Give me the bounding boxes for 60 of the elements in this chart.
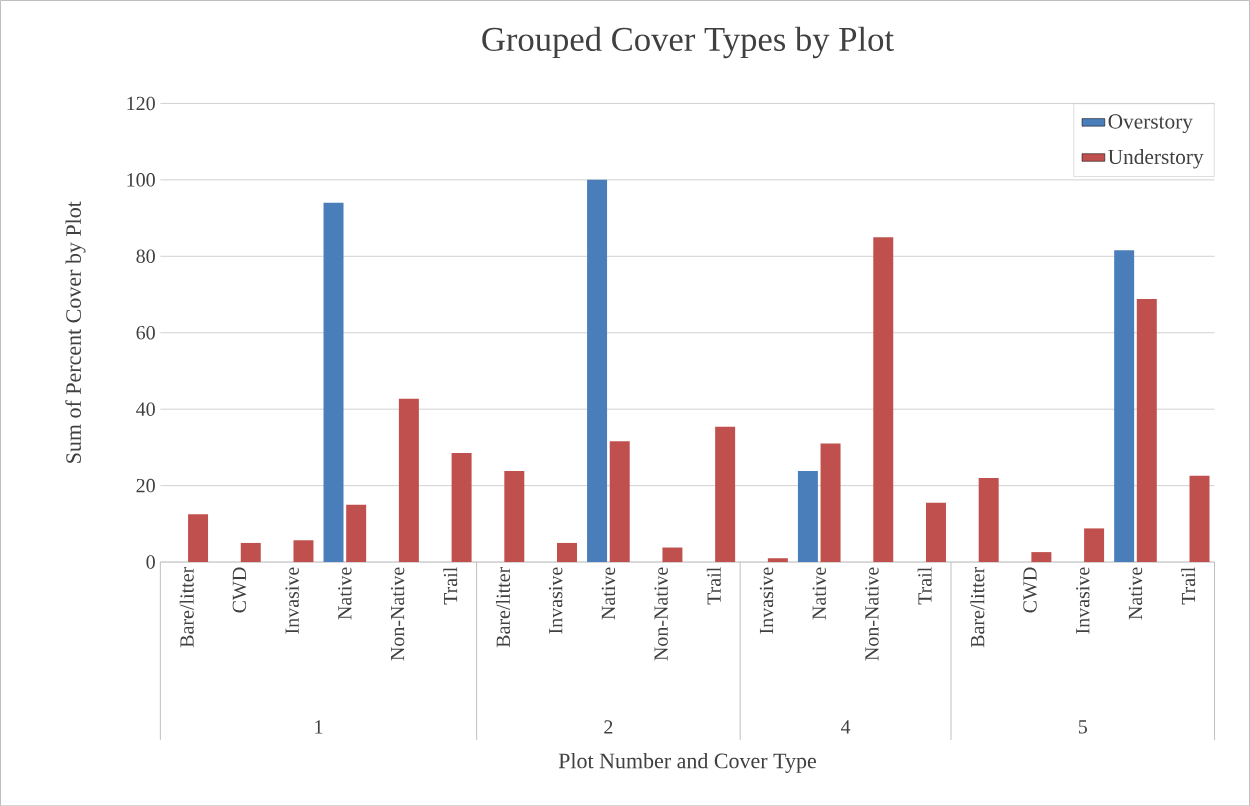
text: 1	[315, 720, 323, 734]
x-tick-label: CWD	[232, 567, 247, 613]
bar	[398, 398, 419, 562]
bar	[873, 237, 894, 562]
y-tick-label: 120	[127, 96, 155, 110]
legend-label: Understory	[1108, 148, 1204, 169]
x-tick-label: Trail	[917, 566, 932, 605]
x-tick-label: Bare/litter	[179, 566, 194, 648]
x-tick-label: Trail	[1181, 566, 1196, 605]
x-tick-label: Bare/litter	[970, 566, 985, 648]
y-tick-label: 60	[136, 325, 155, 340]
x-tick-label: Native	[338, 567, 352, 620]
x-axis-title: Plot Number and Cover Type	[558, 752, 816, 773]
bar	[240, 542, 261, 562]
x-tick-label: Native	[812, 567, 826, 620]
y-axis-title: Sum of Percent Cover by Plot	[65, 201, 86, 463]
bar	[925, 502, 946, 562]
x-tick-label: Non-Native	[390, 567, 405, 661]
chart-title: Grouped Cover Types by Plot	[482, 26, 894, 59]
bar	[504, 470, 525, 562]
bar	[609, 441, 630, 562]
y-tick-label: 40	[136, 402, 155, 416]
bar	[1031, 551, 1052, 562]
x-tick-label: Invasive	[285, 567, 299, 634]
bar	[820, 443, 841, 562]
y-tick-label: 20	[136, 478, 155, 493]
bar	[1084, 528, 1105, 562]
x-tick-label: Non-Native	[654, 567, 668, 661]
y-tick-label: 0	[146, 555, 155, 569]
bar	[293, 540, 314, 562]
bar	[557, 542, 578, 562]
bar	[451, 452, 472, 562]
bar	[323, 202, 344, 562]
bar	[715, 426, 736, 562]
x-tick-label: Invasive	[548, 567, 563, 634]
x-tick-label: Trail	[443, 566, 458, 605]
x-tick-label: CWD	[1023, 567, 1037, 613]
x-tick-label: Native	[1128, 567, 1143, 620]
x-tick-label: Non-Native	[865, 567, 879, 661]
bar	[767, 558, 788, 562]
bar	[797, 470, 818, 562]
text: 5	[1078, 720, 1087, 734]
bar	[662, 547, 683, 562]
x-tick-label: Bare/litter	[495, 566, 510, 648]
text: 2	[604, 720, 613, 734]
bar	[978, 477, 999, 562]
bar	[346, 504, 367, 562]
bar	[1136, 298, 1157, 562]
x-tick-label: Invasive	[759, 567, 774, 634]
bar	[1189, 475, 1210, 562]
bar	[587, 179, 608, 562]
x-tick-label: Native	[601, 567, 616, 620]
text: 4	[840, 720, 851, 734]
y-tick-label: 100	[127, 172, 155, 187]
bar	[188, 514, 209, 562]
x-tick-label: Invasive	[1076, 567, 1090, 634]
x-tick-label: Trail	[706, 566, 721, 605]
y-tick-label: 80	[136, 249, 155, 263]
legend-label: Overstory	[1108, 114, 1193, 133]
bar	[1114, 250, 1135, 562]
